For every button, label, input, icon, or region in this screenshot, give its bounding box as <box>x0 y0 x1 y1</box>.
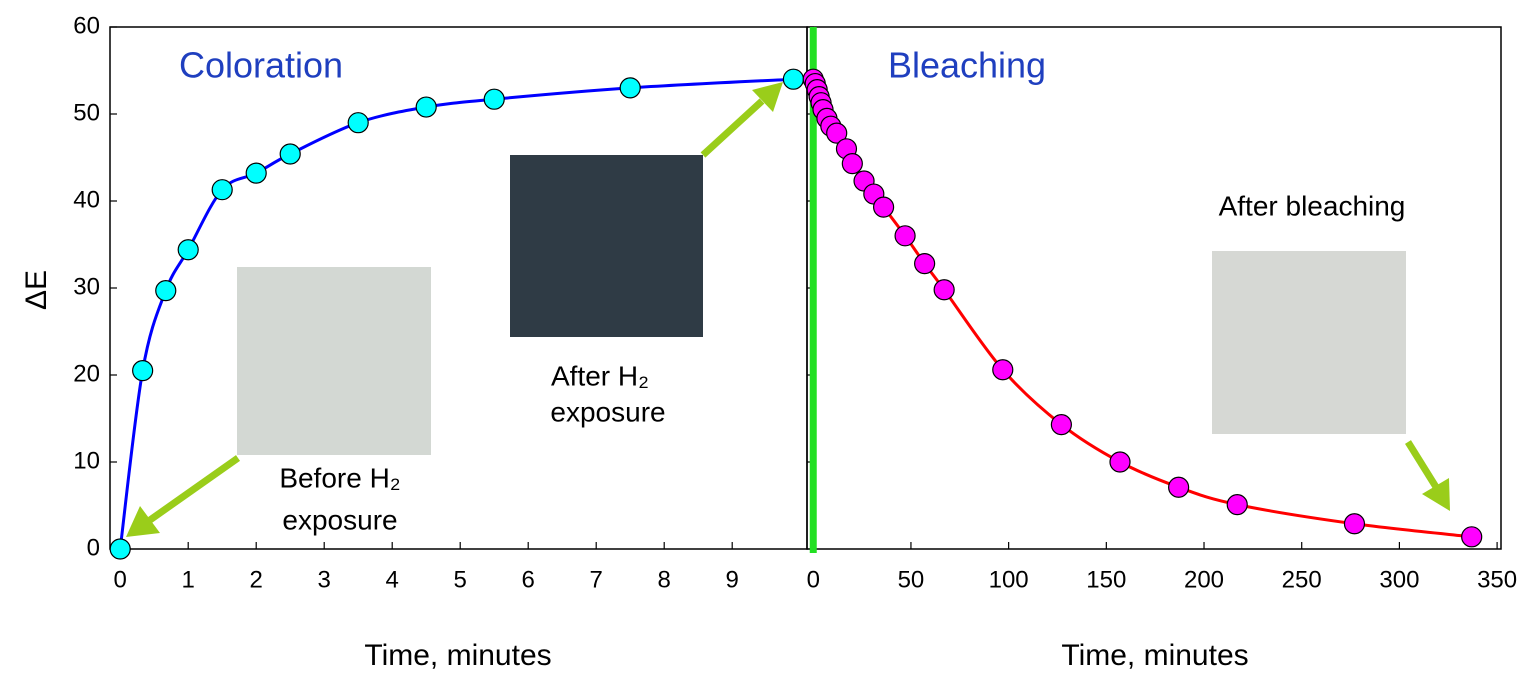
x-axis-label: Time, minutes <box>364 639 551 672</box>
photo-after-h2 <box>510 155 703 337</box>
x-tick-label: 100 <box>989 566 1029 593</box>
data-point <box>842 154 862 174</box>
x-tick-label: 50 <box>898 566 925 593</box>
y-tick-label: 60 <box>73 12 100 39</box>
data-point <box>783 69 803 89</box>
arrow <box>150 458 238 520</box>
annotation: After bleaching <box>1219 190 1406 221</box>
arrow <box>703 101 762 155</box>
x-tick-label: 9 <box>726 566 739 593</box>
arrow-head <box>126 506 160 537</box>
data-point <box>246 163 266 183</box>
y-tick-label: 20 <box>73 360 100 387</box>
x-tick-label: 250 <box>1282 566 1322 593</box>
data-point <box>895 226 915 246</box>
data-point <box>156 281 176 301</box>
photo-after-bleaching <box>1212 251 1406 434</box>
photo-before <box>237 267 431 455</box>
data-point <box>484 89 504 109</box>
x-tick-label: 6 <box>522 566 535 593</box>
data-point <box>620 78 640 98</box>
y-tick-label: 10 <box>73 447 100 474</box>
x-tick-label: 1 <box>182 566 195 593</box>
annotation: After H₂ <box>551 360 649 391</box>
y-tick-label: 30 <box>73 273 100 300</box>
data-point <box>1169 477 1189 497</box>
data-point <box>915 254 935 274</box>
x-tick-label: 300 <box>1379 566 1419 593</box>
x-tick-label: 4 <box>386 566 399 593</box>
panel-title: Coloration <box>179 45 343 86</box>
data-point <box>133 361 153 381</box>
x-axis-label: Time, minutes <box>1061 639 1248 672</box>
data-point <box>1462 527 1482 547</box>
data-point <box>1227 495 1247 515</box>
x-tick-label: 7 <box>590 566 603 593</box>
x-tick-label: 5 <box>454 566 467 593</box>
data-point <box>1110 452 1130 472</box>
x-tick-label: 200 <box>1184 566 1224 593</box>
data-point <box>874 197 894 217</box>
data-point <box>1344 514 1364 534</box>
x-tick-label: 2 <box>250 566 263 593</box>
data-point <box>1051 415 1071 435</box>
annotation: exposure <box>550 396 665 427</box>
x-tick-label: 150 <box>1086 566 1126 593</box>
data-point <box>348 113 368 133</box>
x-tick-label: 0 <box>114 566 127 593</box>
y-tick-label: 50 <box>73 99 100 126</box>
data-point <box>934 280 954 300</box>
panel-title: Bleaching <box>888 45 1046 86</box>
annotation: Before H₂ <box>279 462 400 493</box>
data-point <box>110 539 130 559</box>
arrow <box>1408 442 1436 487</box>
x-tick-label: 350 <box>1477 566 1517 593</box>
x-tick-label: 3 <box>318 566 331 593</box>
data-point <box>212 180 232 200</box>
data-point <box>993 360 1013 380</box>
y-tick-label: 40 <box>73 186 100 213</box>
x-tick-label: 8 <box>658 566 671 593</box>
data-point <box>178 240 198 260</box>
data-point <box>280 144 300 164</box>
annotation: exposure <box>282 504 397 535</box>
x-tick-label: 0 <box>807 566 820 593</box>
data-point <box>416 97 436 117</box>
figure: 0 10 20 30 40 50 60 0 1 2 3 4 5 6 7 8 9 0 50 100 150 200 250 30… <box>0 0 1524 674</box>
y-axis-label: ΔE <box>20 270 53 310</box>
y-tick-label: 0 <box>87 534 100 561</box>
